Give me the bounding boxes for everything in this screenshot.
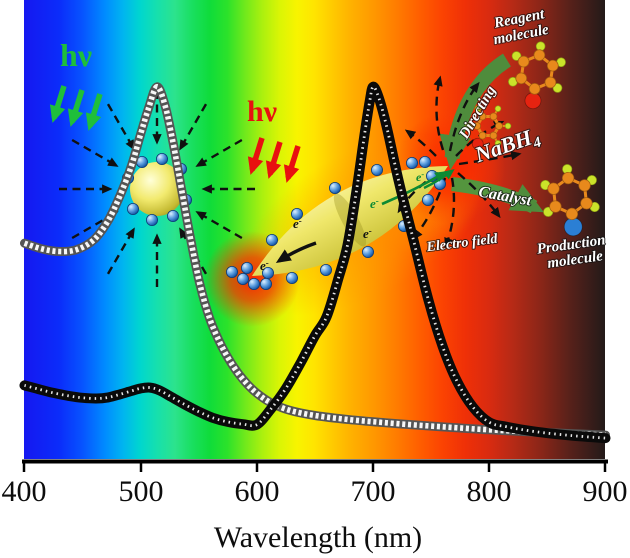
electron-label: e-	[260, 258, 269, 273]
carbon-atom	[473, 122, 481, 130]
hydrogen-atom	[504, 122, 512, 130]
electron-label: e-	[370, 196, 379, 211]
x-axis: 400 500 600 700 800 900 Wavelength (nm)	[2, 459, 628, 554]
nanosphere-body	[130, 162, 184, 216]
electron-bead	[418, 155, 431, 168]
carbon-atom	[517, 55, 530, 68]
carbon-atom	[578, 179, 591, 192]
field-line	[444, 177, 456, 249]
electron-bead	[166, 209, 179, 222]
electron-bead	[247, 277, 260, 290]
electron-bead	[319, 263, 332, 276]
sphere-field-arrows	[59, 91, 255, 287]
electron-flow-arrow	[381, 171, 448, 206]
field-arrow	[179, 227, 208, 275]
carbon-atom	[544, 76, 557, 89]
electron-bead	[259, 277, 272, 290]
electron-bead	[145, 213, 158, 226]
hydrogen-atom	[474, 105, 482, 112]
field-arrow	[106, 227, 135, 275]
extinction-curves	[19, 81, 611, 444]
field-line	[448, 81, 480, 152]
electron-layer: e-e-e-e-e-	[122, 152, 455, 290]
substituent-atom	[471, 137, 484, 150]
electron-bead	[265, 233, 278, 246]
field-arrow	[179, 103, 208, 151]
production-molecule	[540, 164, 600, 237]
electron-label: e-	[363, 226, 372, 241]
x-tick-label: 600	[235, 475, 280, 508]
electron-label: e-	[293, 216, 302, 231]
carbon-atom	[528, 83, 541, 95]
gold-nanosphere	[130, 162, 184, 216]
carbon-atom	[495, 122, 503, 130]
photon-arrow-red	[265, 141, 283, 179]
electron-label: e-	[416, 170, 424, 184]
field-arrow	[195, 211, 243, 240]
photon-arrow-red	[283, 145, 301, 183]
x-tick-label: 700	[351, 475, 396, 508]
carbon-atom	[565, 207, 578, 221]
field-arrow	[71, 138, 119, 167]
field-arrow	[106, 103, 135, 151]
carbon-atom	[549, 200, 562, 213]
x-axis-title: Wavelength (nm)	[214, 521, 422, 554]
electron-bead	[127, 202, 140, 215]
carbon-atom	[546, 59, 559, 72]
electron-bead	[155, 152, 168, 165]
electron-bead	[236, 272, 249, 285]
x-tick-label: 400	[2, 475, 47, 508]
hv-label-red: hν	[247, 95, 278, 128]
hydrogen-atom	[494, 105, 502, 112]
electron-bead	[361, 245, 374, 258]
electron-bead	[290, 207, 303, 220]
adsorbed-reagent-molecule	[464, 105, 512, 150]
field-line	[404, 129, 437, 157]
carbon-atom	[580, 197, 593, 210]
photon-arrow-green	[67, 89, 85, 127]
electron-bead	[421, 193, 434, 206]
carbon-atom	[562, 171, 575, 185]
directing-arrow	[439, 53, 512, 170]
electron-bead	[405, 156, 418, 169]
green-arrow-layer	[439, 53, 544, 214]
hydrogen-atom	[464, 122, 472, 130]
electron-drift-arrow	[275, 241, 317, 264]
electron-bead	[370, 163, 383, 176]
electron-bead	[328, 181, 341, 194]
field-line	[433, 75, 445, 151]
photon-arrow-green	[49, 85, 67, 123]
electron-bead	[240, 261, 253, 274]
x-tick-label: 800	[467, 475, 512, 508]
electron-bead	[225, 265, 238, 278]
carbon-atom	[489, 112, 498, 121]
field-line	[457, 172, 501, 219]
photon-arrow-green	[85, 93, 103, 131]
molecule-layer	[464, 41, 600, 237]
x-tick-label: 500	[119, 475, 164, 508]
x-tick-label: 900	[583, 475, 628, 508]
hydrogen-atom	[494, 140, 502, 147]
photon-arrows	[49, 85, 301, 183]
reagent-molecule	[508, 41, 566, 110]
hv-label-green: hν	[60, 37, 92, 73]
carbon-atom	[515, 72, 528, 85]
photon-arrow-red	[247, 137, 265, 175]
field-arrow	[195, 138, 243, 167]
carbon-atom	[478, 112, 487, 121]
catalyst-arrow	[451, 177, 544, 214]
electron-bead	[285, 271, 298, 284]
electron-flow-arrow	[423, 169, 455, 190]
carbon-atom	[547, 182, 560, 195]
field-line	[458, 150, 522, 166]
carbon-atom	[533, 49, 546, 61]
carbon-atom	[489, 131, 498, 140]
carbon-atom	[478, 131, 487, 140]
